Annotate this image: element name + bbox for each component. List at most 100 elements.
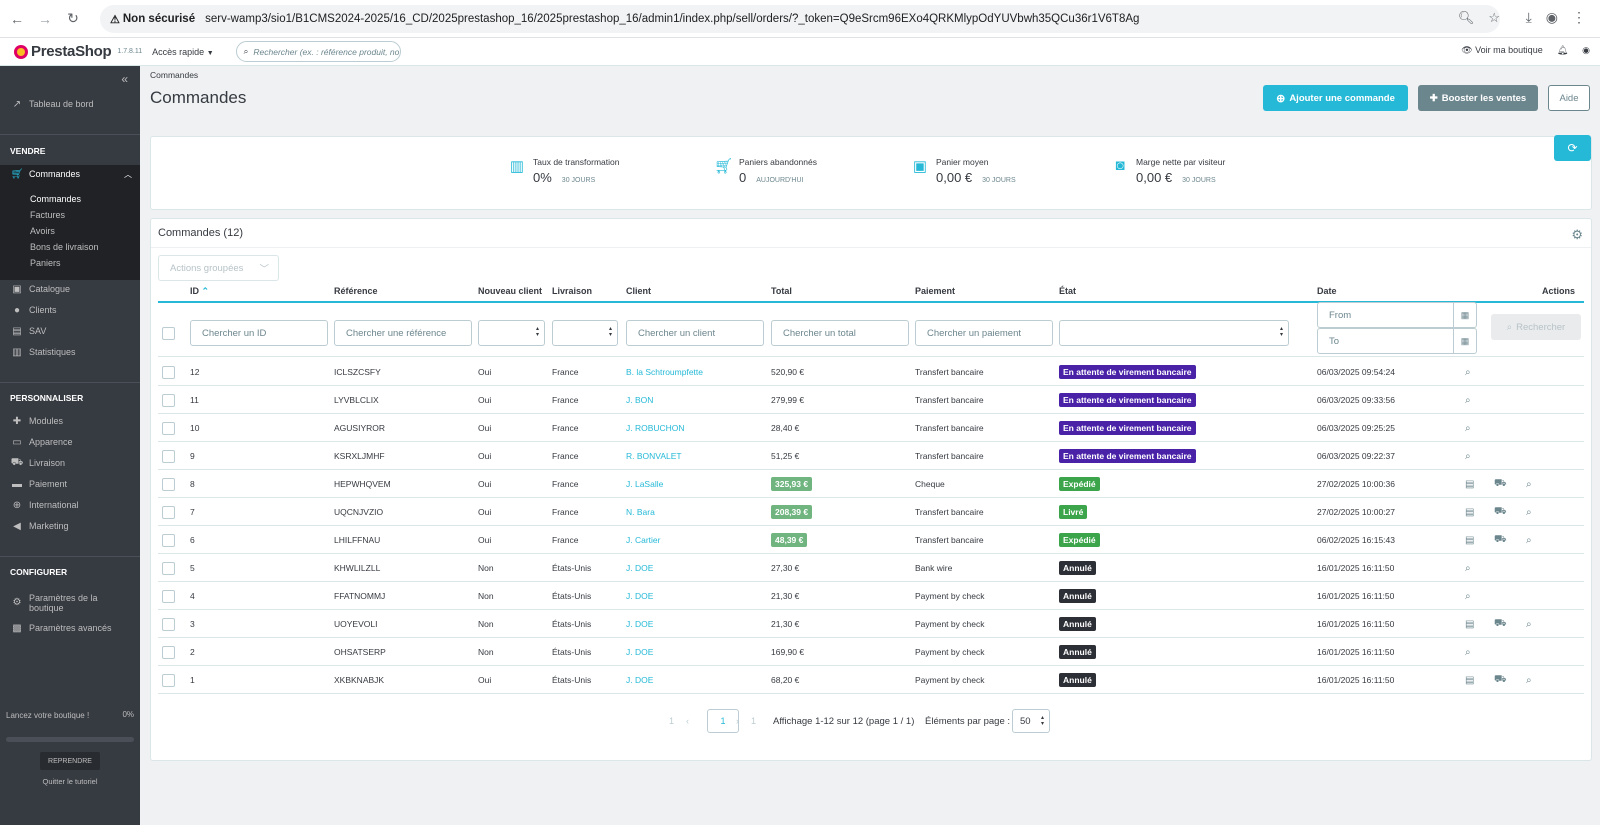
refresh-kpi-button[interactable]: ⟳ — [1554, 135, 1591, 161]
sidebar-item-modules[interactable]: ✚ Modules — [0, 412, 140, 430]
sidebar-item-appearance[interactable]: ▭ Apparence — [0, 433, 140, 451]
resume-tutorial-button[interactable]: REPRENDRE — [40, 752, 100, 770]
table-row[interactable]: 6 LHILFFNAU Oui France J. Cartier 48,39 € Tran… — [158, 526, 1584, 554]
address-bar[interactable]: ⚠ Non sécurisé serv-wamp3/sio1/B1CMS2024-… — [100, 5, 1500, 33]
view-icon[interactable]: ⌕ — [1465, 366, 1471, 378]
cell-client[interactable]: J. BON — [626, 395, 654, 405]
table-row[interactable]: 5 KHWLILZLL Non États-Unis J. DOE 27,30 € Bank… — [158, 554, 1584, 582]
column-header-total[interactable]: Total — [771, 286, 792, 296]
delivery-truck-icon[interactable]: ⛟ — [1494, 477, 1507, 489]
sidebar-item-orders[interactable]: 🛒︎ Commandes ︿ — [0, 165, 140, 183]
per-page-select[interactable]: 50 — [1012, 709, 1050, 733]
bookmark-star-icon[interactable]: ☆ — [1488, 10, 1500, 25]
sidebar-item-stats[interactable]: ▥ Statistiques — [0, 343, 140, 361]
sidebar-subitem-credit-slips[interactable]: Avoirs — [30, 226, 55, 236]
table-row[interactable]: 8 HEPWHQVEM Oui France J. LaSalle 325,93 € Che… — [158, 470, 1584, 498]
view-icon[interactable]: ⌕ — [1526, 618, 1532, 630]
table-row[interactable]: 1 XKBKNABJK Oui États-Unis J. DOE 68,20 € Paym… — [158, 666, 1584, 694]
delivery-truck-icon[interactable]: ⛟ — [1494, 617, 1507, 629]
delivery-truck-icon[interactable]: ⛟ — [1494, 673, 1507, 685]
sidebar-item-shipping[interactable]: ⛟ Livraison — [10, 456, 66, 469]
menu-kebab-icon[interactable]: ⋮ — [1572, 9, 1586, 25]
column-header-id[interactable]: ID ⌃ — [190, 286, 210, 296]
table-row[interactable]: 4 FFATNOMMJ Non États-Unis J. DOE 21,30 € Paym… — [158, 582, 1584, 610]
reload-icon[interactable]: ↻ — [67, 10, 79, 26]
view-shop-link[interactable]: 👁︎ Voir ma boutique — [1461, 45, 1543, 55]
breadcrumb[interactable]: Commandes — [150, 70, 199, 80]
download-icon[interactable]: ⤓ — [1525, 9, 1532, 25]
column-header-state[interactable]: État — [1059, 286, 1077, 296]
next-page-icon[interactable]: › — [736, 716, 739, 726]
view-icon[interactable]: ⌕ — [1465, 562, 1471, 574]
calendar-icon[interactable]: ▦ — [1454, 328, 1477, 354]
row-checkbox[interactable] — [162, 618, 175, 631]
cell-client[interactable]: J. Cartier — [626, 535, 661, 545]
help-button[interactable]: Aide — [1548, 85, 1590, 111]
add-order-button[interactable]: ⊕ Ajouter une commande — [1263, 85, 1408, 111]
filter-client-input[interactable]: Chercher un client — [626, 320, 764, 346]
table-row[interactable]: 11 LYVBLCLIX Oui France J. BON 279,99 € Transf… — [158, 386, 1584, 414]
quit-tutorial-link[interactable]: Quitter le tutoriel — [42, 777, 98, 786]
sidebar-subitem-orders[interactable]: Commandes — [30, 194, 82, 204]
cell-client[interactable]: J. ROBUCHON — [626, 423, 685, 433]
invoice-icon[interactable]: ▤ — [1465, 478, 1475, 490]
invoice-icon[interactable]: ▤ — [1465, 618, 1475, 630]
row-checkbox[interactable] — [162, 674, 175, 687]
settings-icon[interactable]: ⚙ — [1571, 227, 1583, 242]
filter-date-from-input[interactable]: From — [1317, 302, 1454, 328]
sidebar-item-catalog[interactable]: ▣ Catalogue — [0, 280, 140, 298]
sidebar-item-advanced-params[interactable]: ▩ Paramètres avancés — [0, 619, 140, 637]
sidebar-subitem-delivery-slips[interactable]: Bons de livraison — [30, 242, 99, 252]
sidebar-item-shop-params[interactable]: ⚙ Paramètres de la boutique — [0, 591, 140, 615]
row-checkbox[interactable] — [162, 394, 175, 407]
profile-icon[interactable]: ◉ — [1545, 9, 1558, 25]
cell-client[interactable]: J. DOE — [626, 591, 654, 601]
sidebar-item-sav[interactable]: ▤ SAV — [0, 322, 140, 340]
filter-delivery-select[interactable] — [552, 320, 618, 346]
last-page-link[interactable]: 1 — [751, 716, 757, 726]
collapse-sidebar-icon[interactable]: « — [121, 72, 128, 86]
sidebar-item-customers[interactable]: ● Clients — [0, 301, 140, 319]
row-checkbox[interactable] — [162, 646, 175, 659]
invoice-icon[interactable]: ▤ — [1465, 506, 1475, 518]
quick-access-dropdown[interactable]: Accès rapide ▼ — [152, 46, 214, 57]
row-checkbox[interactable] — [162, 422, 175, 435]
row-checkbox[interactable] — [162, 506, 175, 519]
filter-new-client-select[interactable] — [478, 320, 545, 346]
cell-client[interactable]: N. Bara — [626, 507, 655, 517]
cell-client[interactable]: J. DOE — [626, 675, 654, 685]
sidebar-item-marketing[interactable]: ◀ Marketing — [0, 517, 140, 535]
table-row[interactable]: 3 UOYEVOLI Non États-Unis J. DOE 21,30 € Payme… — [158, 610, 1584, 638]
view-icon[interactable]: ⌕ — [1526, 506, 1532, 518]
cell-client[interactable]: J. LaSalle — [626, 479, 664, 489]
column-header-client[interactable]: Client — [626, 286, 652, 296]
row-checkbox[interactable] — [162, 590, 175, 603]
delivery-truck-icon[interactable]: ⛟ — [1494, 505, 1507, 517]
sidebar-item-dashboard[interactable]: ↗ Tableau de bord — [0, 95, 140, 113]
table-row[interactable]: 9 KSRXLJMHF Oui France R. BONVALET 51,25 € Tra… — [158, 442, 1584, 470]
cell-client[interactable]: J. DOE — [626, 563, 654, 573]
search-input[interactable]: ⌕ Rechercher (ex. : référence produit, no — [235, 41, 401, 62]
current-page-input[interactable]: 1 — [707, 709, 739, 733]
sidebar-item-payment[interactable]: ▬ Paiement — [12, 478, 68, 490]
view-icon[interactable]: ⌕ — [1526, 478, 1532, 490]
column-header-delivery[interactable]: Livraison — [552, 286, 593, 296]
cell-client[interactable]: R. BONVALET — [626, 451, 682, 461]
view-icon[interactable]: ⌕ — [1526, 674, 1532, 686]
filter-reference-input[interactable]: Chercher une référence — [334, 320, 472, 346]
row-checkbox[interactable] — [162, 534, 175, 547]
select-all-checkbox[interactable] — [162, 327, 175, 340]
row-checkbox[interactable] — [162, 562, 175, 575]
filter-id-input[interactable]: Chercher un ID — [190, 320, 328, 346]
row-checkbox[interactable] — [162, 366, 175, 379]
account-icon[interactable]: ◉ — [1582, 45, 1590, 55]
filter-total-input[interactable]: Chercher un total — [771, 320, 909, 346]
previous-page-icon[interactable]: ‹ — [686, 716, 689, 726]
column-header-new-client[interactable]: Nouveau client — [478, 286, 543, 296]
view-icon[interactable]: ⌕ — [1465, 590, 1471, 602]
view-icon[interactable]: ⌕ — [1465, 646, 1471, 658]
delivery-truck-icon[interactable]: ⛟ — [1494, 533, 1507, 545]
first-page-link[interactable]: 1 — [669, 716, 675, 726]
row-checkbox[interactable] — [162, 450, 175, 463]
notifications-icon[interactable]: 🔔︎ — [1556, 45, 1569, 55]
